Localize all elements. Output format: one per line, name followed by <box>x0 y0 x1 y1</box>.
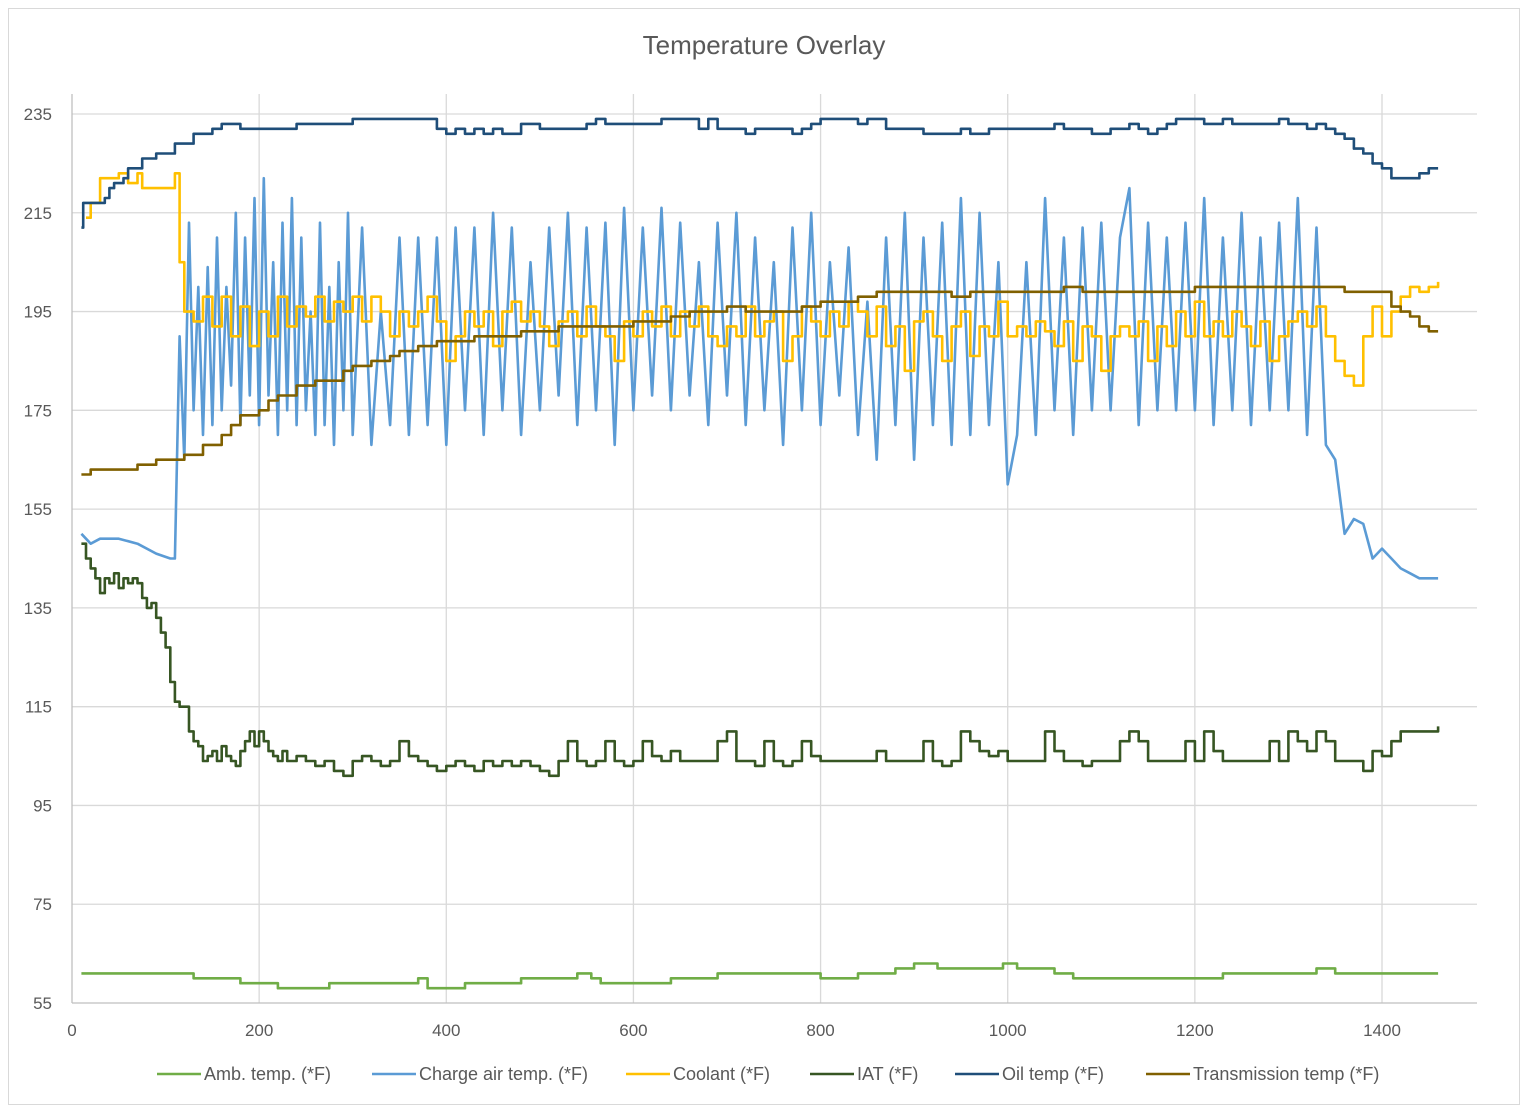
series-lines <box>80 117 1440 990</box>
x-tick-label: 1200 <box>1176 1021 1214 1040</box>
x-tick-label: 800 <box>806 1021 834 1040</box>
x-tick-label: 1000 <box>989 1021 1027 1040</box>
legend: Amb. temp. (*F) Charge air temp. (*F) Cool… <box>157 1064 1379 1084</box>
legend-label-amb-temp-f: Amb. temp. (*F) <box>204 1064 331 1084</box>
y-tick-label: 175 <box>24 401 52 420</box>
chart-frame <box>8 8 1520 1105</box>
legend-label-coolant-f: Coolant (*F) <box>673 1064 770 1084</box>
series-line-iat-f <box>81 542 1440 778</box>
series-line-amb-temp-f <box>81 962 1439 990</box>
y-tick-label: 195 <box>24 303 52 322</box>
legend-label-oil-temp-f: Oil temp (*F) <box>1002 1064 1104 1084</box>
y-tick-label: 155 <box>24 500 52 519</box>
series-line-transmission-temp-f <box>81 285 1439 476</box>
series-line-coolant-f <box>86 172 1440 387</box>
legend-label-charge-air-temp-f: Charge air temp. (*F) <box>419 1064 588 1084</box>
chart-title: Temperature Overlay <box>643 30 886 60</box>
y-tick-label: 235 <box>24 105 52 124</box>
y-tick-label: 135 <box>24 599 52 618</box>
y-tick-label: 55 <box>33 994 52 1013</box>
y-tick-label: 115 <box>25 698 52 717</box>
y-tick-label: 75 <box>33 895 52 914</box>
x-tick-label: 200 <box>245 1021 273 1040</box>
x-tick-label: 400 <box>432 1021 460 1040</box>
y-tick-label: 95 <box>33 796 52 815</box>
series-line-charge-air-temp-f <box>80 176 1439 580</box>
x-tick-label: 0 <box>67 1021 76 1040</box>
y-tick-label: 215 <box>24 204 52 223</box>
legend-label-transmission-temp-f: Transmission temp (*F) <box>1193 1064 1379 1084</box>
x-tick-label: 600 <box>619 1021 647 1040</box>
legend-label-iat-f: IAT (*F) <box>857 1064 918 1084</box>
x-tick-label: 1400 <box>1363 1021 1401 1040</box>
axes: 55 75 95 115 135 155 175 195 215 235 0 200 400 600 800… <box>24 94 1477 1040</box>
series-line-oil-temp-f <box>81 117 1439 229</box>
